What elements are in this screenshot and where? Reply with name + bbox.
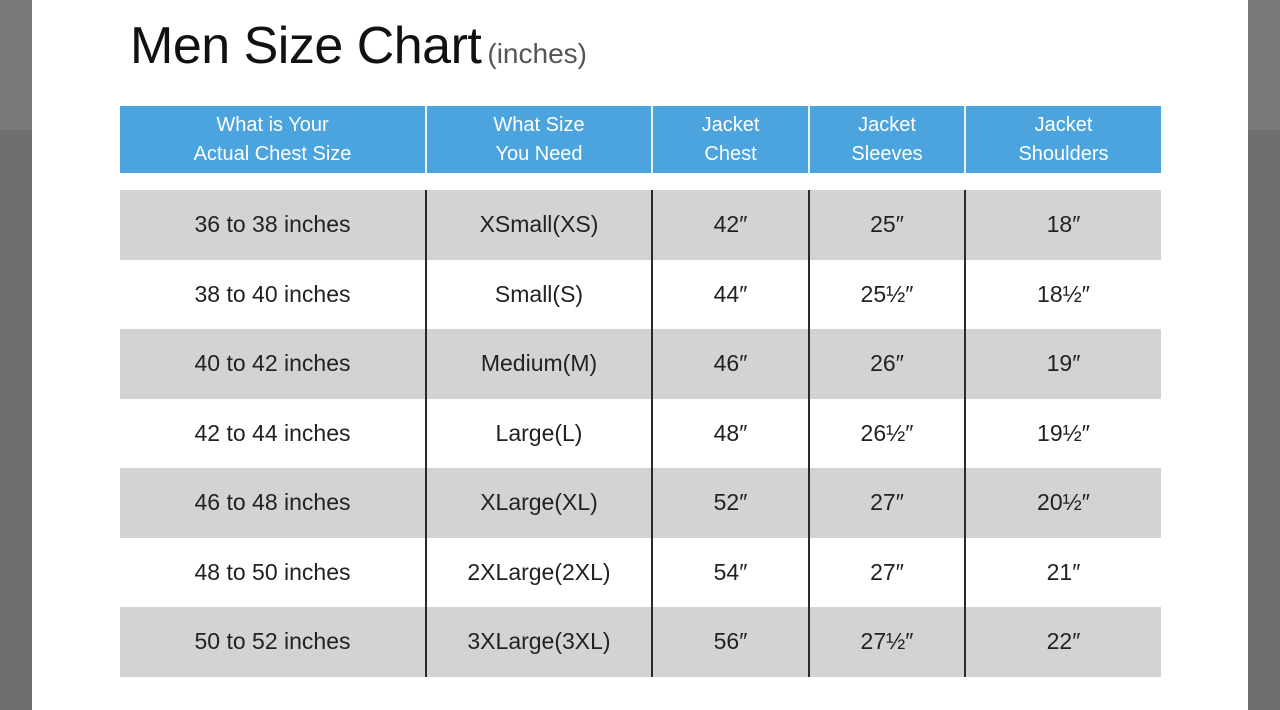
cell-jacket-shoulders: 19″ (964, 329, 1161, 399)
table-row: 48 to 50 inches 2XLarge(2XL) 54″ 27″ 21″ (120, 537, 1161, 607)
cell-jacket-sleeves: 27″ (808, 537, 964, 607)
size-table: What is Your Actual Chest Size What Size… (120, 106, 1161, 677)
header-size-needed: What Size You Need (425, 106, 651, 173)
title-unit: (inches) (487, 38, 587, 69)
cell-size: Medium(M) (425, 329, 651, 399)
cell-jacket-shoulders: 21″ (964, 537, 1161, 607)
header-jacket-shoulders: Jacket Shoulders (964, 106, 1161, 173)
chart-title: Men Size Chart (inches) (130, 16, 587, 76)
table-row: 46 to 48 inches XLarge(XL) 52″ 27″ 20½″ (120, 468, 1161, 538)
cell-jacket-shoulders: 19½″ (964, 398, 1161, 468)
table-body: 36 to 38 inches XSmall(XS) 42″ 25″ 18″ 38 to … (120, 190, 1161, 677)
header-jacket-sleeves: Jacket Sleeves (808, 106, 964, 173)
cell-jacket-sleeves: 27″ (808, 468, 964, 538)
cell-size: XLarge(XL) (425, 468, 651, 538)
cell-jacket-shoulders: 18½″ (964, 259, 1161, 329)
header-chest-size: What is Your Actual Chest Size (193, 113, 352, 165)
cell-chest-size: 36 to 38 inches (194, 211, 351, 238)
cell-size: Large(L) (425, 398, 651, 468)
cell-jacket-sleeves: 25½″ (808, 259, 964, 329)
cell-jacket-chest: 42″ (651, 190, 808, 260)
cell-chest-size: 50 to 52 inches (194, 628, 351, 655)
cell-chest-size: 42 to 44 inches (194, 419, 351, 446)
header-jacket-chest: Jacket Chest (651, 106, 808, 173)
title-text: Men Size Chart (130, 17, 482, 75)
table-header: What is Your Actual Chest Size What Size… (120, 106, 1161, 173)
cell-chest-size: 48 to 50 inches (194, 558, 351, 585)
cell-jacket-shoulders: 22″ (964, 607, 1161, 677)
table-row: 36 to 38 inches XSmall(XS) 42″ 25″ 18″ (120, 190, 1161, 260)
cell-jacket-chest: 48″ (651, 398, 808, 468)
cell-jacket-sleeves: 26″ (808, 329, 964, 399)
cell-size: 3XLarge(3XL) (425, 607, 651, 677)
cell-jacket-shoulders: 20½″ (964, 468, 1161, 538)
cell-jacket-chest: 44″ (651, 259, 808, 329)
cell-jacket-chest: 56″ (651, 607, 808, 677)
cell-chest-size: 38 to 40 inches (194, 280, 351, 307)
cell-size: XSmall(XS) (425, 190, 651, 260)
cell-chest-size: 40 to 42 inches (194, 350, 351, 377)
table-row: 42 to 44 inches Large(L) 48″ 26½″ 19½″ (120, 398, 1161, 468)
cell-jacket-chest: 52″ (651, 468, 808, 538)
cell-jacket-chest: 46″ (651, 329, 808, 399)
size-chart-image: Men Size Chart (inches) What is Your Actu… (32, 0, 1248, 710)
cell-jacket-chest: 54″ (651, 537, 808, 607)
table-row: 40 to 42 inches Medium(M) 46″ 26″ 19″ (120, 329, 1161, 399)
table-row: 50 to 52 inches 3XLarge(3XL) 56″ 27½″ 22″ (120, 607, 1161, 677)
cell-jacket-sleeves: 25″ (808, 190, 964, 260)
cell-jacket-sleeves: 26½″ (808, 398, 964, 468)
table-row: 38 to 40 inches Small(S) 44″ 25½″ 18½″ (120, 259, 1161, 329)
cell-chest-size: 46 to 48 inches (194, 489, 351, 516)
cell-jacket-shoulders: 18″ (964, 190, 1161, 260)
cell-size: 2XLarge(2XL) (425, 537, 651, 607)
cell-size: Small(S) (425, 259, 651, 329)
cell-jacket-sleeves: 27½″ (808, 607, 964, 677)
